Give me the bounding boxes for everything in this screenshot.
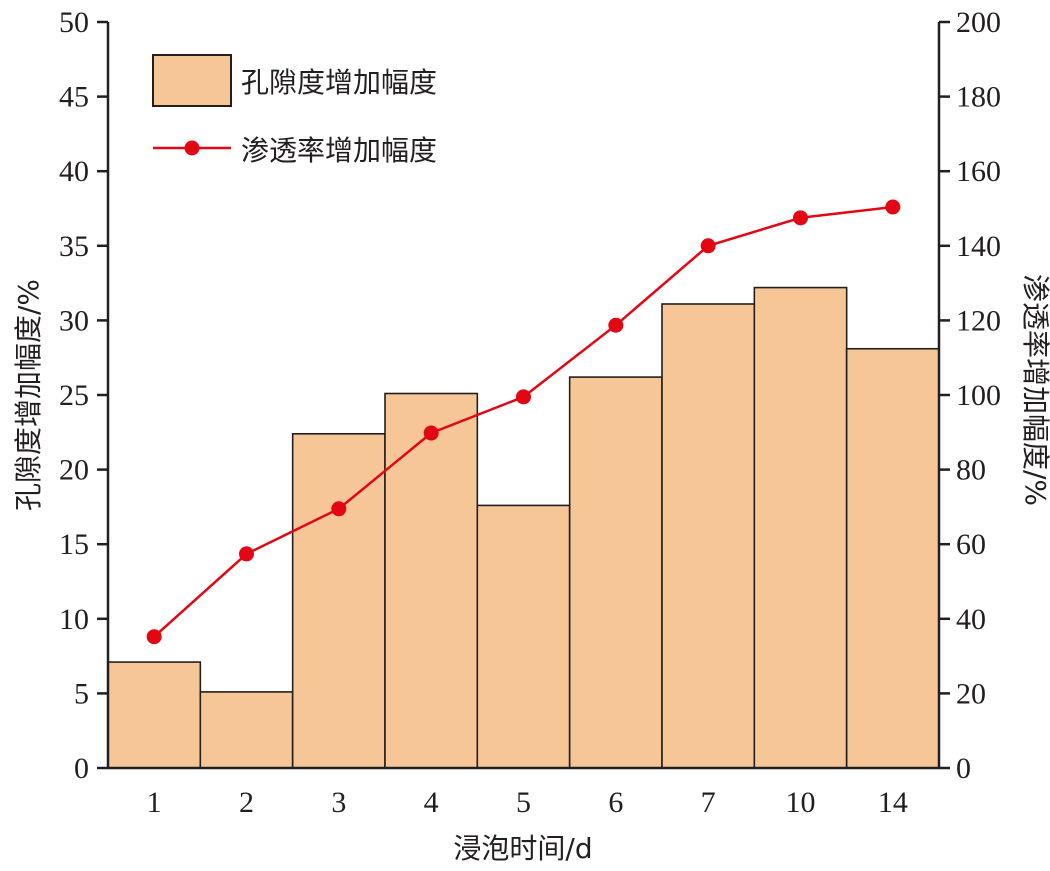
bar-6 [568,376,663,769]
x-tick-label: 14 [878,786,908,819]
bar-10 [753,286,848,769]
x-axis-title: 浸泡时间/d [453,832,592,865]
bar-14 [845,347,940,769]
permeability-point-14 [885,199,901,215]
right-tick-label: 120 [956,304,1001,337]
permeability-point-1 [146,629,162,645]
permeability-point-3 [331,501,347,517]
left-tick-label: 5 [74,677,89,710]
left-tick-label: 25 [59,379,89,412]
left-tick-label: 40 [59,155,89,188]
axes-layer: 0510152025303540455002040608010012014016… [59,6,1001,819]
bar-3 [291,432,386,769]
x-tick-label: 4 [424,786,439,819]
bar-1 [107,661,202,769]
left-tick-label: 15 [59,528,89,561]
right-y-axis-title: 渗透率增加幅度/% [1019,274,1050,506]
right-tick-label: 40 [956,603,986,636]
line-layer [146,199,901,645]
x-tick-label: 1 [147,786,162,819]
x-tick-label: 10 [786,786,816,819]
left-tick-label: 45 [59,81,89,114]
left-tick-label: 0 [74,752,89,785]
x-tick-label: 3 [331,786,346,819]
legend-bar-swatch [152,54,232,107]
legend-bar-label: 孔隙度增加幅度 [241,66,437,99]
bar-2 [199,691,294,769]
right-tick-label: 100 [956,379,1001,412]
left-tick-label: 10 [59,603,89,636]
right-tick-label: 0 [956,752,971,785]
x-tick-label: 5 [516,786,531,819]
right-tick-label: 200 [956,6,1001,39]
left-tick-label: 35 [59,230,89,263]
bar-4 [384,392,479,769]
permeability-point-10 [793,210,808,226]
permeability-point-5 [516,389,531,405]
right-tick-label: 160 [956,155,1001,188]
left-tick-label: 30 [59,304,89,337]
bar-5 [476,504,571,769]
legend: 孔隙度增加幅度 渗透率增加幅度 [152,54,437,167]
bar-7 [661,303,756,769]
right-tick-label: 60 [956,528,986,561]
x-tick-label: 6 [608,786,623,819]
right-tick-label: 80 [956,454,986,487]
bars-layer [107,286,940,769]
legend-line-marker [184,140,200,156]
right-tick-label: 20 [956,677,986,710]
permeability-point-7 [700,238,716,254]
permeability-point-6 [608,317,624,333]
right-tick-label: 140 [956,230,1001,263]
legend-line-label: 渗透率增加幅度 [241,134,437,167]
left-tick-label: 20 [59,454,89,487]
right-tick-label: 180 [956,81,1001,114]
left-tick-label: 50 [59,6,89,39]
permeability-point-4 [423,425,439,441]
permeability-point-2 [239,546,254,562]
x-tick-label: 2 [239,786,254,819]
left-y-axis-title: 孔隙度增加幅度/% [12,279,45,511]
x-tick-label: 7 [701,786,716,819]
